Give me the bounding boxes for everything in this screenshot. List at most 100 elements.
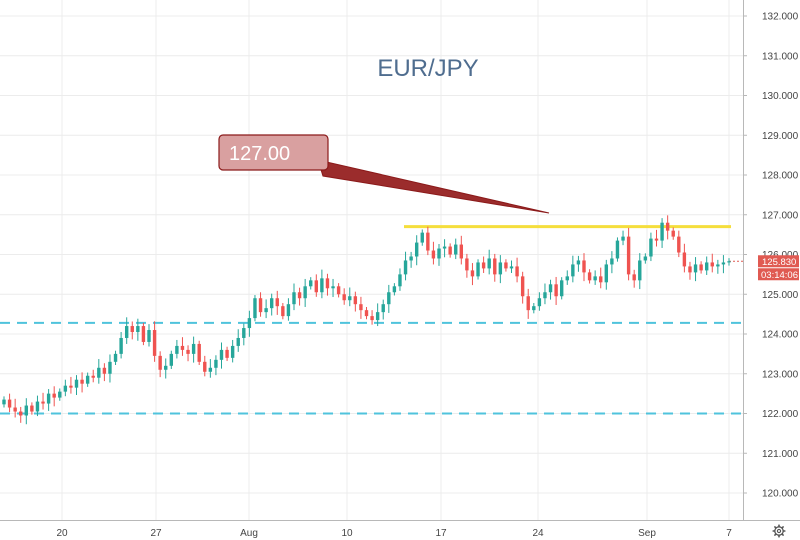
symbol-watermark: EUR/JPY (377, 55, 478, 82)
candle-body (671, 230, 675, 237)
countdown-tag-bg (758, 268, 799, 281)
candle-body (638, 260, 642, 281)
candle-body (275, 298, 279, 307)
candle-body (431, 250, 436, 259)
candle-body (253, 298, 257, 319)
candle-body (63, 385, 68, 392)
candle-body (375, 312, 380, 321)
candle-body (688, 266, 692, 273)
candle-body (632, 274, 636, 281)
time-tick-label: 17 (435, 528, 447, 539)
candle-body (565, 276, 569, 281)
candle-body (403, 260, 408, 275)
candle-body (236, 337, 240, 346)
candle-body (52, 393, 56, 398)
candle-body (359, 304, 363, 311)
candle-body (169, 353, 174, 366)
candle-body (364, 310, 369, 317)
candle-body (504, 262, 508, 269)
candle-body (164, 365, 168, 370)
candle-body (191, 343, 196, 354)
candle-body (710, 262, 714, 267)
candle-body (320, 278, 324, 293)
candle-body (604, 264, 609, 283)
candle-body (520, 276, 525, 297)
candle-body (325, 278, 330, 289)
candle-body (649, 238, 653, 257)
candle-body (426, 232, 430, 251)
candle-body (487, 258, 491, 269)
candle-body (264, 308, 268, 313)
candle-body (615, 240, 620, 259)
price-tick-label: 122.000 (762, 409, 799, 420)
candle-body (398, 274, 402, 287)
candle-body (203, 361, 207, 372)
candle-body (548, 284, 553, 293)
candle-body (699, 264, 703, 271)
gear-icon[interactable] (772, 524, 786, 538)
candle-body (409, 256, 413, 261)
candle-body (481, 262, 486, 269)
candle-body (571, 264, 575, 277)
candle-body (336, 286, 341, 295)
candle-body (108, 361, 112, 374)
candle-body (554, 284, 558, 297)
candle-body (258, 298, 263, 313)
candle-body (119, 337, 123, 354)
candle-body (370, 316, 374, 321)
candle-body (85, 375, 90, 384)
candle-body (576, 260, 581, 265)
candle-body (682, 252, 687, 267)
time-axis[interactable]: 20 27 Aug 10 17 24 Sep 7 (56, 528, 732, 539)
candle-body (124, 326, 129, 338)
price-tick-label: 132.000 (762, 12, 799, 23)
candle-body (69, 385, 73, 388)
candle-body (281, 306, 285, 317)
candle-body (414, 242, 419, 257)
candle-body (509, 266, 514, 269)
candle-body (136, 326, 140, 333)
candle-body (147, 330, 151, 342)
price-tick-label: 131.000 (762, 51, 799, 62)
callout-text: 127.00 (229, 143, 290, 165)
price-tick-label: 128.000 (762, 171, 799, 182)
price-callout[interactable]: 127.00 (218, 134, 550, 214)
countdown-label: 03:14:06 (761, 270, 798, 281)
candle-body (230, 345, 235, 358)
time-tick-label: 27 (150, 528, 162, 539)
candle-body (309, 280, 313, 287)
time-tick-label: 10 (341, 528, 353, 539)
candle-body (113, 353, 118, 362)
candle-body (537, 298, 542, 307)
callout-pointer (317, 159, 550, 214)
candle-body (470, 270, 475, 277)
candle-body (91, 375, 95, 378)
candle-body (587, 272, 592, 281)
candle-body (348, 296, 352, 301)
candle-body (175, 345, 179, 354)
candle-body (727, 261, 731, 263)
candle-body (716, 264, 720, 267)
price-axis[interactable]: 120.000 121.000 122.000 123.000 124.000 125.0… (743, 12, 799, 500)
candle-body (214, 359, 218, 368)
candle-body (13, 407, 17, 412)
candle-body (269, 298, 274, 309)
candle-body (208, 367, 213, 372)
candle-body (498, 262, 503, 275)
candle-body (247, 318, 252, 329)
candle-body (353, 296, 358, 305)
candle-body (297, 292, 302, 299)
candle-body (186, 349, 190, 354)
horizontal-lines[interactable] (0, 225, 743, 415)
candle-body (35, 401, 40, 412)
time-tick-label: 20 (56, 528, 68, 539)
price-tick-label: 120.000 (762, 489, 799, 500)
candle-body (721, 262, 726, 265)
candle-body (19, 411, 23, 416)
candle-body (459, 244, 464, 259)
candle-body (158, 355, 162, 370)
price-tick-label: 127.000 (762, 210, 799, 221)
candle-body (526, 296, 530, 311)
